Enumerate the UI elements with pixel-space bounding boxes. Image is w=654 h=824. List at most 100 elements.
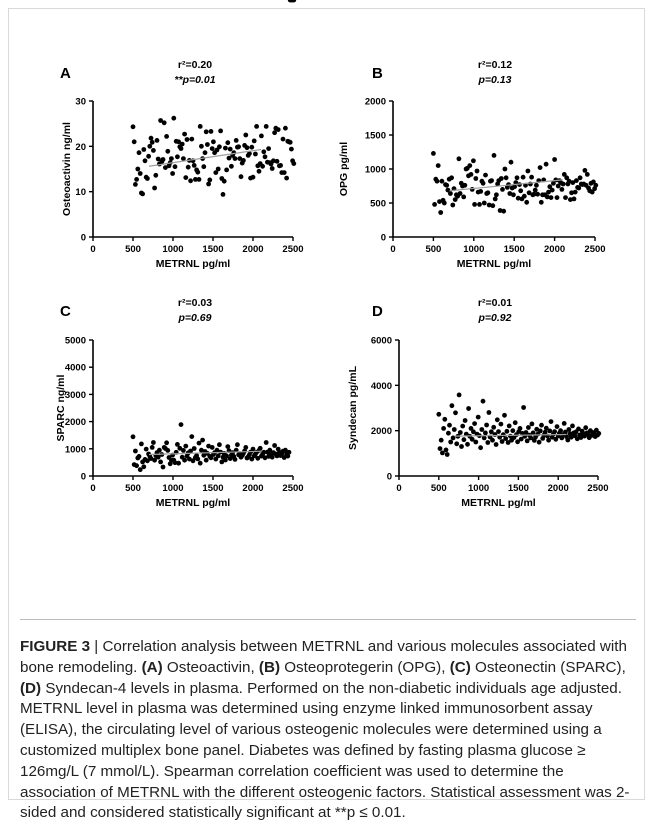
data-point [483,430,488,436]
data-point [281,455,287,460]
x-tick-label: 0 [390,244,395,255]
data-point [197,124,203,129]
data-point [561,421,567,426]
data-point [291,0,297,3]
x-axis-label: METRNL pg/ml [156,258,231,270]
data-point [147,143,153,149]
caption-label-c: (C) [449,658,471,676]
data-point [275,127,281,132]
x-tick-label: 1000 [162,483,183,494]
y-tick-label: 1500 [365,131,386,142]
data-point [584,172,590,177]
figure-frame [8,8,645,800]
panel-label: A [60,65,71,82]
panel-label: C [60,303,71,320]
data-point [221,178,227,184]
x-tick-label: 500 [125,244,141,255]
data-point [582,168,588,173]
data-point [241,158,246,163]
data-point [158,459,164,465]
data-point [486,202,492,208]
data-point [566,178,572,184]
data-point [151,440,156,445]
data-point [201,164,207,170]
x-tick-label: 1000 [468,483,489,494]
data-point [499,439,505,444]
x-tick-label: 500 [425,244,441,255]
data-point [227,146,233,152]
data-point [561,172,567,177]
x-tick-label: 0 [396,483,401,494]
data-point [262,455,268,461]
data-point [243,445,249,450]
data-point [478,189,484,194]
data-point [145,176,150,181]
data-point [551,180,556,186]
data-point [532,187,538,193]
data-point [155,156,161,162]
data-point [225,444,231,449]
data-point [435,163,441,169]
data-point [568,197,573,203]
data-point [236,144,242,150]
data-point [256,168,262,174]
data-point [526,190,532,196]
data-point [493,442,499,447]
data-point [161,120,167,126]
data-point [494,192,499,198]
data-point [208,129,214,134]
data-point [274,158,280,164]
data-point [208,455,214,461]
data-point [554,195,560,201]
data-point [518,188,524,194]
data-point [163,165,168,171]
x-tick-label: 1500 [202,244,223,255]
data-point [172,164,178,170]
data-point [523,430,529,435]
data-point [148,456,154,461]
data-point [441,200,447,206]
data-point [560,181,566,187]
data-point [469,187,475,192]
caption-divider-line [20,619,636,620]
x-tick-label: 2000 [548,483,569,494]
data-point [443,447,449,453]
regression-line [148,148,262,167]
data-point [178,146,184,152]
data-point [536,439,542,445]
y-tick-label: 2000 [371,426,392,437]
data-point [185,164,191,170]
data-point [141,147,147,152]
data-point [269,166,275,171]
data-point [133,182,138,187]
data-point [474,168,480,174]
data-point [278,163,283,168]
data-point [188,448,194,454]
y-tick-label: 3000 [65,390,86,401]
caption-text-b: Osteoprotegerin (OPG), [280,658,450,676]
data-point [434,178,440,184]
data-point [139,441,144,447]
data-point [481,200,487,206]
panel-label: D [372,303,383,320]
data-point [237,156,243,162]
data-point [456,156,462,162]
data-point [146,153,152,159]
data-point [203,129,209,135]
data-point [502,166,508,172]
data-point [195,169,201,175]
data-point [213,170,219,176]
data-point [456,392,462,398]
data-point [480,398,486,404]
data-point [570,180,576,186]
regression-line [449,179,563,192]
caption-label-a: (A) [141,658,163,676]
y-tick-label: 30 [75,97,86,108]
data-point [183,175,189,181]
data-point [160,157,166,162]
data-point [572,189,578,195]
stat-p-value: p=0.69 [178,312,212,324]
data-point [176,460,182,466]
data-point [484,422,489,428]
